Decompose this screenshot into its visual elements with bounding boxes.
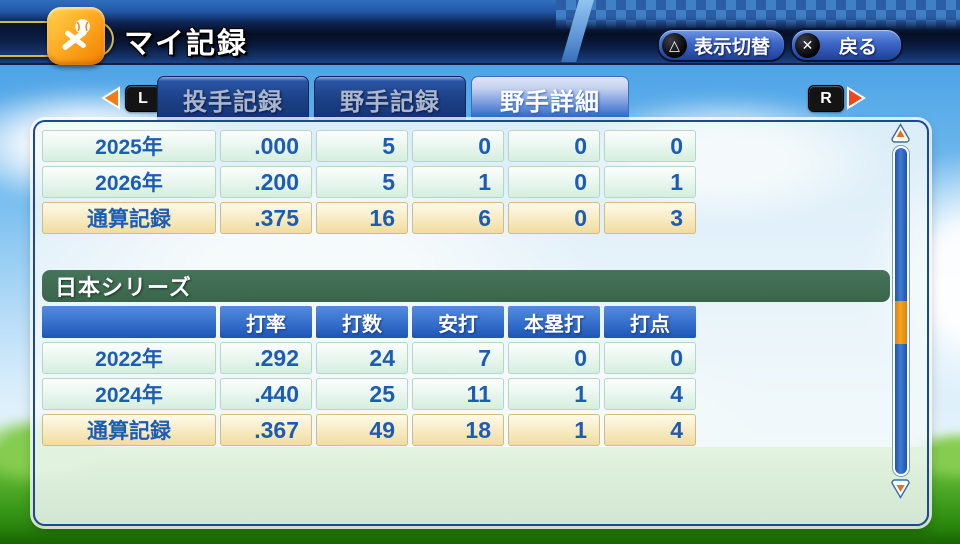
value-cell: 1 bbox=[412, 166, 504, 198]
records-panel: 2025年 .000 5 0 0 0 2026年 .200 5 1 0 1 通算記録 .375 16 6 0 3 … bbox=[33, 120, 929, 526]
value-cell: .000 bbox=[220, 130, 312, 162]
value-cell: .292 bbox=[220, 342, 312, 374]
scroll-up-button[interactable] bbox=[890, 123, 911, 143]
japan-series-stats-table: 打率 打数 安打 本塁打 打点 2022年 .292 24 7 0 0 2024年 .440 25 11 1 4… bbox=[42, 306, 920, 446]
value-cell: 16 bbox=[316, 202, 408, 234]
row-label-cell: 2022年 bbox=[42, 342, 216, 374]
value-cell: 1 bbox=[508, 378, 600, 410]
japan-series-section-header: 日本シリーズ bbox=[42, 270, 890, 302]
value-cell: 25 bbox=[316, 378, 408, 410]
scrollbar-fill bbox=[895, 148, 907, 474]
topbar-buttons: △ 表示切替 ✕ 戻る bbox=[657, 28, 904, 62]
value-cell: 0 bbox=[508, 202, 600, 234]
scrollbar-track[interactable] bbox=[892, 145, 910, 477]
checker-pattern bbox=[556, 0, 960, 30]
prev-tab-arrow-icon[interactable] bbox=[100, 86, 122, 110]
title-bar: マイ記録 △ 表示切替 ✕ 戻る bbox=[0, 0, 960, 65]
value-cell: 18 bbox=[412, 414, 504, 446]
value-cell: 1 bbox=[508, 414, 600, 446]
tab-bar: 投手記録 野手記録 野手詳細 bbox=[157, 76, 629, 121]
right-bumper-badge[interactable]: R bbox=[808, 85, 844, 112]
value-cell: 4 bbox=[604, 414, 696, 446]
career-stats-table: 2025年 .000 5 0 0 0 2026年 .200 5 1 0 1 通算記録 .375 16 6 0 3 bbox=[42, 130, 920, 234]
value-cell: 0 bbox=[508, 166, 600, 198]
triangle-button-icon: △ bbox=[662, 32, 687, 58]
cross-button-icon: ✕ bbox=[795, 32, 821, 58]
baseball-and-bats-icon bbox=[47, 7, 105, 65]
value-cell: 11 bbox=[412, 378, 504, 410]
table-row: 2026年 .200 5 1 0 1 bbox=[42, 166, 920, 198]
tab-fielder-records[interactable]: 野手記録 bbox=[314, 76, 466, 121]
value-cell: 5 bbox=[316, 166, 408, 198]
value-cell: 6 bbox=[412, 202, 504, 234]
row-label-cell: 2024年 bbox=[42, 378, 216, 410]
value-cell: 0 bbox=[412, 130, 504, 162]
records-panel-content: 2025年 .000 5 0 0 0 2026年 .200 5 1 0 1 通算記録 .375 16 6 0 3 … bbox=[42, 130, 920, 518]
display-toggle-button[interactable]: △ 表示切替 bbox=[657, 28, 787, 62]
page-title: マイ記録 bbox=[124, 28, 249, 60]
header-cell: 安打 bbox=[412, 306, 504, 338]
value-cell: 0 bbox=[604, 342, 696, 374]
total-row: 通算記録 .367 49 18 1 4 bbox=[42, 414, 920, 446]
header-cell: 打率 bbox=[220, 306, 312, 338]
value-cell: 7 bbox=[412, 342, 504, 374]
value-cell: 0 bbox=[604, 130, 696, 162]
value-cell: 1 bbox=[604, 166, 696, 198]
table-header-row: 打率 打数 安打 本塁打 打点 bbox=[42, 306, 920, 338]
value-cell: .200 bbox=[220, 166, 312, 198]
back-label: 戻る bbox=[839, 36, 878, 58]
header-cell: 打点 bbox=[604, 306, 696, 338]
value-cell: 24 bbox=[316, 342, 408, 374]
next-tab-arrow-icon[interactable] bbox=[845, 86, 867, 110]
tab-pitcher-records[interactable]: 投手記録 bbox=[157, 76, 309, 121]
display-toggle-label: 表示切替 bbox=[694, 36, 771, 58]
scroll-down-button[interactable] bbox=[890, 479, 911, 499]
row-label-cell: 2026年 bbox=[42, 166, 216, 198]
value-cell: .440 bbox=[220, 378, 312, 410]
back-button[interactable]: ✕ 戻る bbox=[790, 28, 904, 62]
total-row: 通算記録 .375 16 6 0 3 bbox=[42, 202, 920, 234]
value-cell: 49 bbox=[316, 414, 408, 446]
tab-fielder-details[interactable]: 野手詳細 bbox=[471, 76, 629, 121]
table-row: 2022年 .292 24 7 0 0 bbox=[42, 342, 920, 374]
row-label-cell: 2025年 bbox=[42, 130, 216, 162]
header-cell: 本塁打 bbox=[508, 306, 600, 338]
header-cell-empty bbox=[42, 306, 216, 338]
left-bumper-badge[interactable]: L bbox=[125, 85, 161, 112]
value-cell: 0 bbox=[508, 130, 600, 162]
value-cell: 0 bbox=[508, 342, 600, 374]
value-cell: .375 bbox=[220, 202, 312, 234]
table-row: 2025年 .000 5 0 0 0 bbox=[42, 130, 920, 162]
row-label-cell: 通算記録 bbox=[42, 202, 216, 234]
value-cell: 4 bbox=[604, 378, 696, 410]
row-label-cell: 通算記録 bbox=[42, 414, 216, 446]
value-cell: 3 bbox=[604, 202, 696, 234]
value-cell: .367 bbox=[220, 414, 312, 446]
value-cell: 5 bbox=[316, 130, 408, 162]
table-row: 2024年 .440 25 11 1 4 bbox=[42, 378, 920, 410]
header-cell: 打数 bbox=[316, 306, 408, 338]
scrollbar-thumb[interactable] bbox=[895, 301, 907, 344]
